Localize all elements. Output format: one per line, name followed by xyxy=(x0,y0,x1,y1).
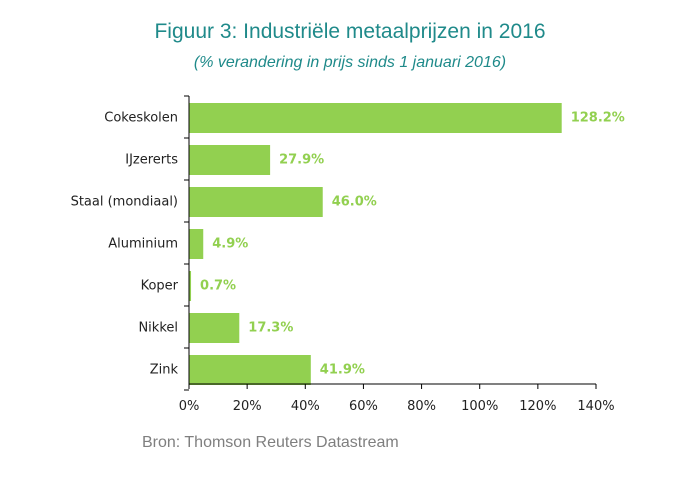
data-labels-group: 128.2% 27.9% 46.0% 4.9% 0.7% 17.3% 41.9% xyxy=(200,111,625,378)
data-label-4: 0.7% xyxy=(200,279,236,294)
x-tick-label-4: 80% xyxy=(407,399,436,414)
data-label-0: 128.2% xyxy=(571,111,625,126)
category-label-6: Zink xyxy=(150,363,179,378)
bar-6 xyxy=(189,355,311,385)
source-note: Bron: Thomson Reuters Datastream xyxy=(142,434,399,451)
category-label-3: Aluminium xyxy=(108,237,178,252)
category-label-2: Staal (mondiaal) xyxy=(71,195,178,210)
bar-4 xyxy=(189,271,192,301)
chart-title: Figuur 3: Industriële metaalprijzen in 2… xyxy=(154,20,546,43)
category-label-5: Nikkel xyxy=(138,321,178,336)
axis-group: 0% 20% 40% 60% 80% 100% 120% 140% xyxy=(179,95,615,414)
x-tick-label-2: 40% xyxy=(291,399,320,414)
category-label-4: Koper xyxy=(141,279,179,294)
chart-subtitle: (% verandering in prijs sinds 1 januari … xyxy=(193,54,507,71)
bar-1 xyxy=(189,145,271,175)
data-label-2: 46.0% xyxy=(332,195,377,210)
x-tick-label-6: 120% xyxy=(519,399,556,414)
x-tick-label-7: 140% xyxy=(577,399,614,414)
category-label-0: Cokeskolen xyxy=(104,111,178,126)
bar-2 xyxy=(189,187,323,217)
data-label-3: 4.9% xyxy=(212,237,248,252)
bar-5 xyxy=(189,313,240,343)
bar-0 xyxy=(189,103,562,133)
x-tick-label-5: 100% xyxy=(461,399,498,414)
x-tick-label-1: 20% xyxy=(233,399,262,414)
bar-3 xyxy=(189,229,204,259)
data-label-1: 27.9% xyxy=(279,153,324,168)
data-label-5: 17.3% xyxy=(248,321,293,336)
data-label-6: 41.9% xyxy=(320,363,365,378)
category-label-1: IJzererts xyxy=(125,153,178,168)
category-labels-group: Cokeskolen IJzererts Staal (mondiaal) Alumi… xyxy=(71,111,179,378)
x-tick-label-0: 0% xyxy=(179,399,200,414)
bars-group xyxy=(189,103,562,385)
x-tick-label-3: 60% xyxy=(349,399,378,414)
